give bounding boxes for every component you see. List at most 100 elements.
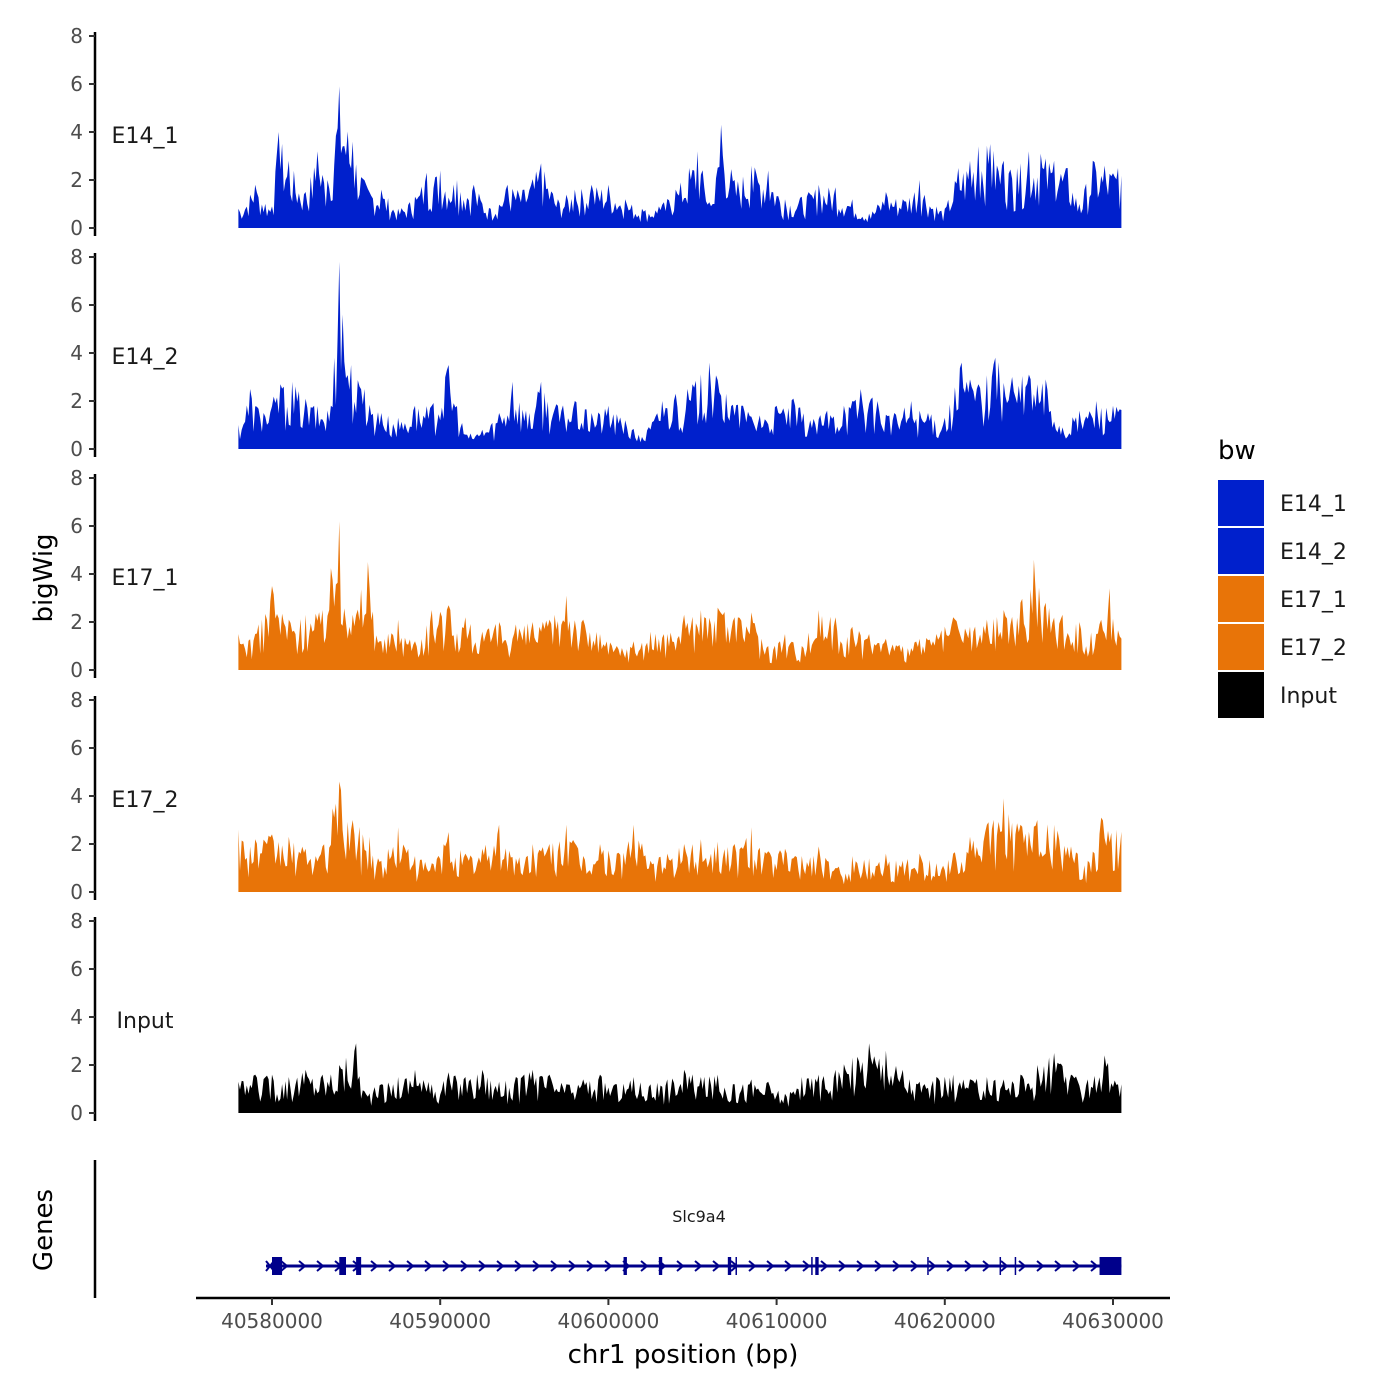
track-label: E17_1 bbox=[112, 566, 179, 591]
strand-chevron bbox=[820, 1260, 829, 1272]
gene-exon bbox=[658, 1257, 663, 1275]
y-tick-label: 0 bbox=[70, 880, 83, 904]
strand-chevron bbox=[910, 1260, 919, 1272]
coverage-area-Input bbox=[238, 1043, 1122, 1113]
coverage-tracks: 0 2 4 6 8 E14_1 0 2 4 6 8 E14_2 0 2 4 6 8 E17_1 0 2 4 6 8 E17_2… bbox=[70, 24, 1122, 1125]
legend-title: bw bbox=[1218, 436, 1256, 466]
x-ticks: 40580000 40590000 40600000 40610000 40620000… bbox=[221, 1298, 1164, 1333]
track-label: E17_2 bbox=[112, 788, 179, 813]
gene-label: Slc9a4 bbox=[672, 1207, 726, 1226]
strand-chevron bbox=[532, 1260, 541, 1272]
strand-chevron bbox=[802, 1260, 811, 1272]
track-label: E14_2 bbox=[112, 345, 179, 370]
strand-chevron bbox=[550, 1260, 559, 1272]
x-tick-label: 40600000 bbox=[558, 1309, 660, 1333]
strand-chevron bbox=[406, 1260, 415, 1272]
y-tick-label: 8 bbox=[70, 24, 83, 48]
legend-label-Input: Input bbox=[1280, 684, 1337, 709]
strand-chevron bbox=[1000, 1260, 1009, 1272]
strand-chevron bbox=[874, 1260, 883, 1272]
gene-track: Genes Slc9a4 bbox=[29, 1160, 1122, 1298]
gene-track-title: Genes bbox=[29, 1189, 59, 1271]
y-tick-label: 8 bbox=[70, 466, 83, 490]
y-tick-label: 6 bbox=[70, 72, 83, 96]
track-E17_1: 0 2 4 6 8 E17_1 bbox=[70, 466, 1122, 682]
legend-swatch-Input bbox=[1218, 672, 1264, 718]
track-label: E14_1 bbox=[112, 124, 179, 149]
y-tick-label: 4 bbox=[70, 562, 83, 586]
strand-chevron bbox=[928, 1260, 937, 1272]
gene-exon bbox=[356, 1257, 362, 1275]
strand-chevron bbox=[1090, 1260, 1099, 1272]
legend-label-E17_2: E17_2 bbox=[1280, 636, 1347, 661]
y-tick-label: 2 bbox=[70, 1053, 83, 1077]
legend-label-E17_1: E17_1 bbox=[1280, 588, 1347, 613]
strand-chevron bbox=[424, 1260, 433, 1272]
y-tick-label: 4 bbox=[70, 120, 83, 144]
legend-swatch-E17_1 bbox=[1218, 576, 1264, 622]
legend: bw E14_1 E14_2 E17_1 E17_2 Input bbox=[1218, 436, 1347, 718]
strand-chevron bbox=[496, 1260, 505, 1272]
legend-swatch-E14_1 bbox=[1218, 480, 1264, 526]
strand-chevron bbox=[478, 1260, 487, 1272]
strand-chevron bbox=[766, 1260, 775, 1272]
strand-chevron bbox=[442, 1260, 451, 1272]
coverage-area-E17_2 bbox=[238, 781, 1122, 892]
legend-entries: E14_1 E14_2 E17_1 E17_2 Input bbox=[1218, 480, 1347, 718]
strand-chevron bbox=[514, 1260, 523, 1272]
y-tick-label: 6 bbox=[70, 293, 83, 317]
y-tick-label: 2 bbox=[70, 610, 83, 634]
y-tick-label: 8 bbox=[70, 245, 83, 269]
gene-exon bbox=[1099, 1257, 1122, 1275]
y-tick-label: 8 bbox=[70, 909, 83, 933]
y-axis-title: bigWig bbox=[29, 533, 59, 622]
y-tick-label: 2 bbox=[70, 168, 83, 192]
strand-chevron bbox=[694, 1260, 703, 1272]
strand-chevron bbox=[604, 1260, 613, 1272]
coverage-area-E17_1 bbox=[238, 521, 1122, 670]
coverage-area-E14_1 bbox=[238, 86, 1122, 229]
strand-chevron bbox=[460, 1260, 469, 1272]
y-tick-label: 0 bbox=[70, 216, 83, 240]
track-label: Input bbox=[117, 1009, 174, 1034]
gene-exon bbox=[272, 1257, 283, 1275]
x-tick-label: 40580000 bbox=[221, 1309, 323, 1333]
y-tick-label: 6 bbox=[70, 736, 83, 760]
y-tick-label: 4 bbox=[70, 341, 83, 365]
x-tick-label: 40610000 bbox=[726, 1309, 828, 1333]
strand-chevron bbox=[1072, 1260, 1081, 1272]
strand-chevron bbox=[298, 1260, 307, 1272]
strand-chevron bbox=[748, 1260, 757, 1272]
strand-chevron bbox=[730, 1260, 739, 1272]
track-E14_1: 0 2 4 6 8 E14_1 bbox=[70, 24, 1122, 240]
y-tick-label: 0 bbox=[70, 658, 83, 682]
strand-chevron bbox=[946, 1260, 955, 1272]
gene-exon bbox=[815, 1257, 819, 1275]
strand-chevron bbox=[892, 1260, 901, 1272]
y-tick-label: 2 bbox=[70, 832, 83, 856]
strand-chevron bbox=[280, 1260, 289, 1272]
strand-chevron bbox=[982, 1260, 991, 1272]
y-tick-label: 6 bbox=[70, 957, 83, 981]
x-tick-label: 40590000 bbox=[389, 1309, 491, 1333]
strand-chevron bbox=[964, 1260, 973, 1272]
strand-chevron bbox=[586, 1260, 595, 1272]
legend-swatch-E14_2 bbox=[1218, 528, 1264, 574]
track-E17_2: 0 2 4 6 8 E17_2 bbox=[70, 688, 1122, 904]
strand-chevron bbox=[1054, 1260, 1063, 1272]
y-tick-label: 8 bbox=[70, 688, 83, 712]
strand-chevron bbox=[370, 1260, 379, 1272]
y-tick-label: 2 bbox=[70, 389, 83, 413]
x-tick-label: 40620000 bbox=[894, 1309, 996, 1333]
strand-chevron bbox=[640, 1260, 649, 1272]
y-tick-label: 4 bbox=[70, 1005, 83, 1029]
x-axis-title: chr1 position (bp) bbox=[568, 1340, 799, 1370]
legend-label-E14_1: E14_1 bbox=[1280, 492, 1347, 517]
strand-chevron bbox=[712, 1260, 721, 1272]
strand-chevron bbox=[316, 1260, 325, 1272]
gene-exon bbox=[339, 1257, 347, 1275]
y-tick-label: 0 bbox=[70, 1101, 83, 1125]
y-tick-label: 4 bbox=[70, 784, 83, 808]
gene-model bbox=[265, 1257, 1122, 1275]
